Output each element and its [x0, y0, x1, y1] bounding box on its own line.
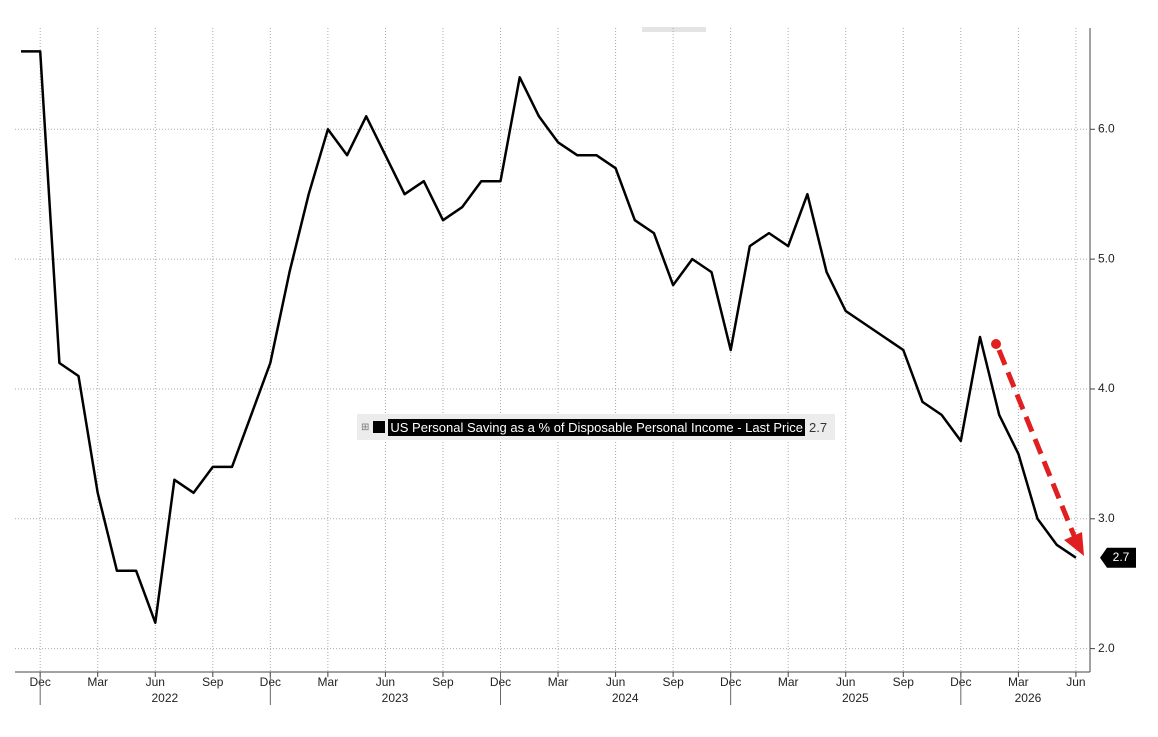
arrow-head — [1064, 532, 1084, 556]
legend-icon: ⊞ — [361, 421, 370, 433]
line-series — [21, 50, 1077, 624]
x-tick-label: Sep — [202, 675, 224, 689]
x-tick-label: Jun — [376, 675, 395, 689]
arrow-shaft — [996, 349, 1078, 539]
x-tick-label: Mar — [778, 675, 799, 689]
x-tick-label: Sep — [662, 675, 684, 689]
year-label: 2025 — [842, 691, 869, 705]
legend-swatch — [373, 421, 386, 433]
x-tick-label: Mar — [548, 675, 569, 689]
x-tick-label: Mar — [318, 675, 339, 689]
x-tick-label: Jun — [836, 675, 855, 689]
legend-value: 2.7 — [808, 419, 828, 435]
x-tick-label: Jun — [606, 675, 625, 689]
y-tick-label: 4.0 — [1098, 381, 1115, 395]
arrow-start — [991, 339, 1001, 349]
year-label: 2026 — [1015, 691, 1042, 705]
y-tick-label: 2.0 — [1098, 641, 1115, 655]
last-price-label: 2.7 — [1113, 550, 1130, 564]
year-label: 2023 — [382, 691, 409, 705]
legend: ⊞ US Personal Saving as a % of Disposabl… — [357, 414, 836, 440]
year-label: 2024 — [612, 691, 639, 705]
x-tick-label: Mar — [1008, 675, 1029, 689]
year-label: 2022 — [151, 691, 178, 705]
y-tick-label: 5.0 — [1098, 251, 1115, 265]
x-tick-label: Mar — [87, 675, 108, 689]
last-price-tag — [1100, 547, 1136, 568]
x-tick-label: Jun — [1066, 675, 1085, 689]
legend-label: US Personal Saving as a % of Disposable … — [388, 418, 805, 436]
x-tick-label: Sep — [893, 675, 915, 689]
x-tick-label: Sep — [432, 675, 454, 689]
y-tick-label: 6.0 — [1098, 121, 1115, 135]
y-tick-label: 3.0 — [1098, 511, 1115, 525]
x-tick-label: Jun — [146, 675, 165, 689]
trend-arrow — [991, 339, 1084, 556]
top-decor — [642, 27, 706, 32]
